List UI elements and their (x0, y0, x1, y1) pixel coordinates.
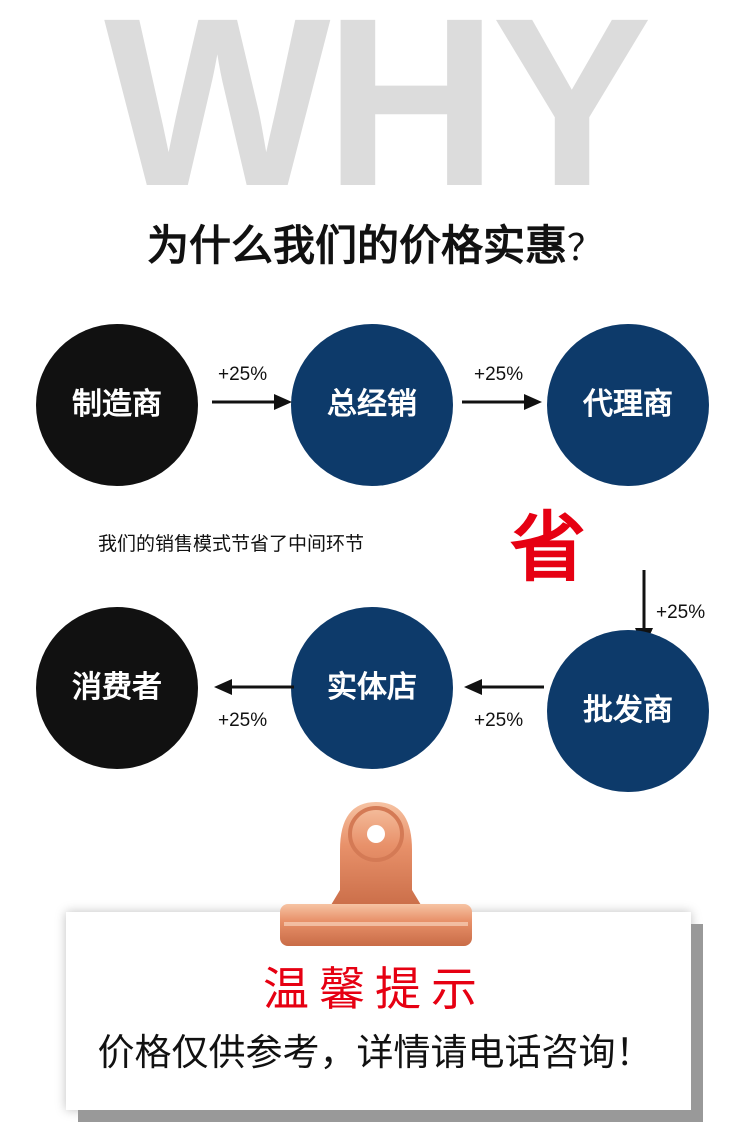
title-text: 为什么我们的价格实惠 (146, 221, 567, 270)
arrow-right-icon (462, 394, 542, 410)
arrow-left-icon (214, 679, 294, 695)
save-label: 省 (510, 503, 586, 592)
tip-body: 价格仅供参考，详情请电话咨询！ (97, 1031, 653, 1074)
node-agent: 代理商 (547, 324, 709, 486)
node-general-distributor: 总经销 (291, 324, 453, 486)
markup-label: +25% (474, 710, 524, 731)
markup-label: +25% (218, 364, 268, 385)
node-consumer: 消费者 (36, 607, 198, 769)
tip-title: 温馨提示 (263, 962, 487, 1016)
title-question-mark: ？ (567, 228, 604, 269)
markup-label: +25% (656, 602, 706, 623)
markup-label: +25% (218, 710, 268, 731)
arrow-right-icon (212, 394, 292, 410)
node-wholesaler: 批发商 (547, 630, 709, 792)
page-title: 为什么我们的价格实惠？ (0, 218, 750, 274)
why-watermark: WHY (104, 0, 652, 205)
node-manufacturer: 制造商 (36, 324, 198, 486)
binder-clip-icon (280, 802, 472, 946)
node-store: 实体店 (291, 607, 453, 769)
markup-label: +25% (474, 364, 524, 385)
sales-model-note: 我们的销售模式节省了中间环节 (98, 533, 365, 555)
arrow-left-icon (464, 679, 544, 695)
